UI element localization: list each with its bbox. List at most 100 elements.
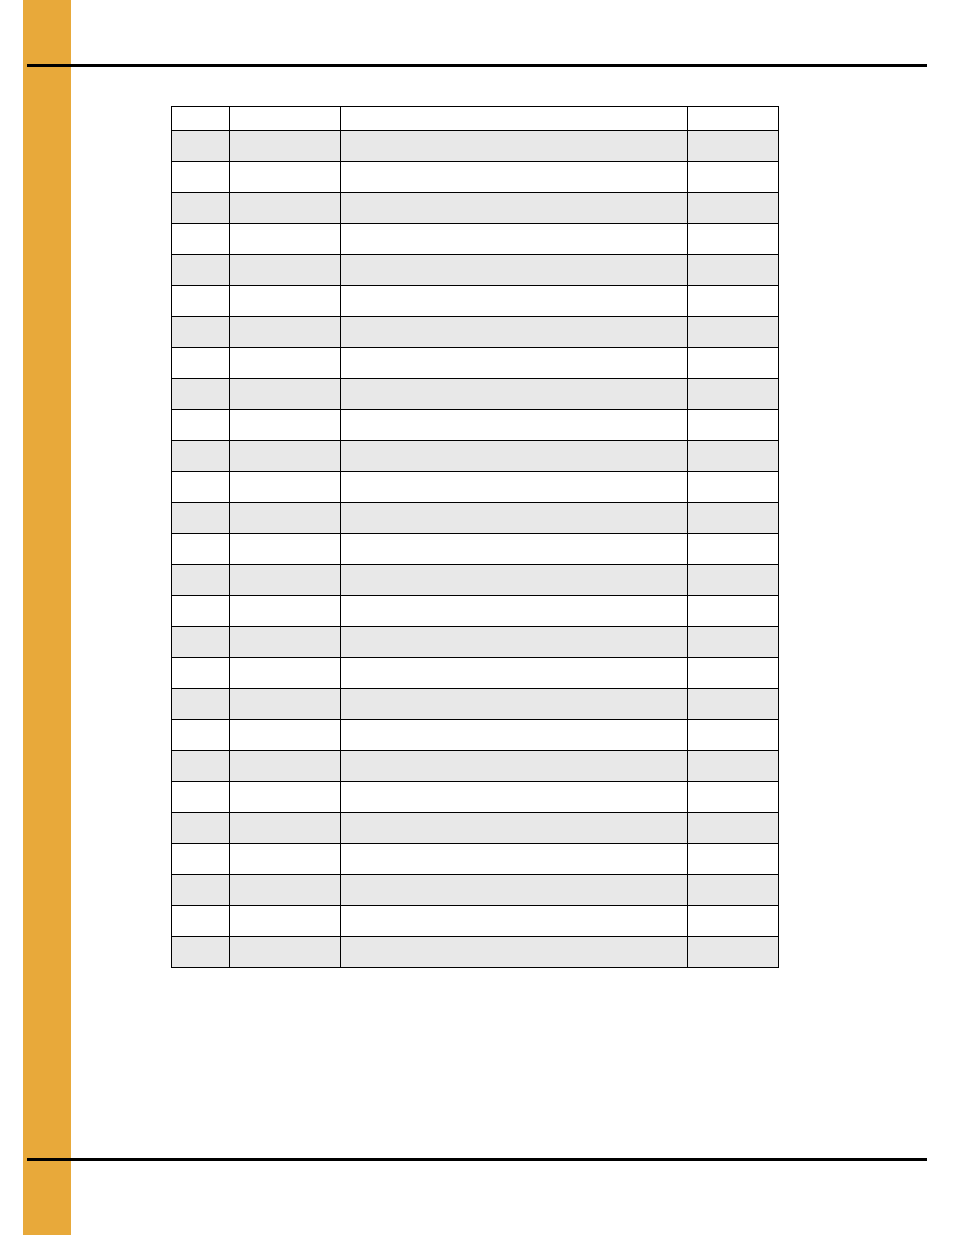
table-cell <box>341 441 688 472</box>
table-cell <box>230 782 341 813</box>
table-cell <box>172 534 230 565</box>
table-cell <box>172 503 230 534</box>
table-row <box>172 906 779 937</box>
table-cell <box>230 348 341 379</box>
table-cell <box>688 379 779 410</box>
table-cell <box>341 162 688 193</box>
table-header-col1 <box>172 107 230 131</box>
table-cell <box>230 193 341 224</box>
table-cell <box>230 472 341 503</box>
table-cell <box>172 844 230 875</box>
table-cell <box>688 875 779 906</box>
table-cell <box>230 627 341 658</box>
table-header-col2 <box>230 107 341 131</box>
table-cell <box>688 348 779 379</box>
table-row <box>172 162 779 193</box>
table-cell <box>230 503 341 534</box>
table-row <box>172 503 779 534</box>
table-cell <box>172 472 230 503</box>
table-cell <box>172 627 230 658</box>
table-cell <box>230 658 341 689</box>
table-cell <box>172 131 230 162</box>
table-cell <box>230 596 341 627</box>
table-cell <box>688 503 779 534</box>
table-cell <box>230 751 341 782</box>
page <box>0 0 954 1235</box>
table-cell <box>230 875 341 906</box>
table-cell <box>230 565 341 596</box>
table-cell <box>688 193 779 224</box>
table-cell <box>688 286 779 317</box>
table-cell <box>341 286 688 317</box>
table-cell <box>341 193 688 224</box>
table-cell <box>172 162 230 193</box>
table-row <box>172 875 779 906</box>
table-cell <box>688 565 779 596</box>
table-cell <box>172 658 230 689</box>
table-cell <box>341 565 688 596</box>
table-cell <box>341 937 688 968</box>
table-cell <box>341 658 688 689</box>
table-header-col3 <box>341 107 688 131</box>
table-cell <box>688 782 779 813</box>
table-row <box>172 720 779 751</box>
table-row <box>172 689 779 720</box>
table-cell <box>341 534 688 565</box>
table-cell <box>172 689 230 720</box>
top-rule <box>27 64 927 67</box>
table-row <box>172 317 779 348</box>
table-cell <box>341 627 688 658</box>
table-cell <box>341 782 688 813</box>
table-cell <box>688 131 779 162</box>
table-cell <box>230 720 341 751</box>
table-row <box>172 255 779 286</box>
table-cell <box>172 813 230 844</box>
table-cell <box>341 348 688 379</box>
table-cell <box>230 224 341 255</box>
table-cell <box>688 255 779 286</box>
table-cell <box>341 813 688 844</box>
table-cell <box>230 286 341 317</box>
table-cell <box>688 224 779 255</box>
table-row <box>172 224 779 255</box>
bottom-rule <box>27 1158 927 1161</box>
table-row <box>172 813 779 844</box>
table-cell <box>230 813 341 844</box>
table-cell <box>341 720 688 751</box>
table-cell <box>230 379 341 410</box>
table-cell <box>688 844 779 875</box>
table-cell <box>688 596 779 627</box>
table-row <box>172 782 779 813</box>
table-cell <box>341 689 688 720</box>
table-cell <box>688 441 779 472</box>
table-cell <box>230 410 341 441</box>
table-cell <box>688 162 779 193</box>
table-row <box>172 379 779 410</box>
table-row <box>172 534 779 565</box>
table-row <box>172 286 779 317</box>
table-cell <box>341 224 688 255</box>
table-row <box>172 596 779 627</box>
table-cell <box>172 379 230 410</box>
table-cell <box>230 906 341 937</box>
table-row <box>172 193 779 224</box>
table-cell <box>172 255 230 286</box>
table-row <box>172 937 779 968</box>
table-cell <box>172 565 230 596</box>
table-cell <box>172 937 230 968</box>
table-cell <box>230 255 341 286</box>
table-cell <box>341 875 688 906</box>
table-cell <box>230 844 341 875</box>
table-cell <box>688 751 779 782</box>
table-cell <box>688 317 779 348</box>
table-row <box>172 348 779 379</box>
table-row <box>172 627 779 658</box>
table-cell <box>172 441 230 472</box>
table-cell <box>172 875 230 906</box>
table-cell <box>172 286 230 317</box>
table-row <box>172 410 779 441</box>
accent-bar <box>23 0 71 1235</box>
table-cell <box>172 782 230 813</box>
table-cell <box>688 689 779 720</box>
table-cell <box>172 751 230 782</box>
